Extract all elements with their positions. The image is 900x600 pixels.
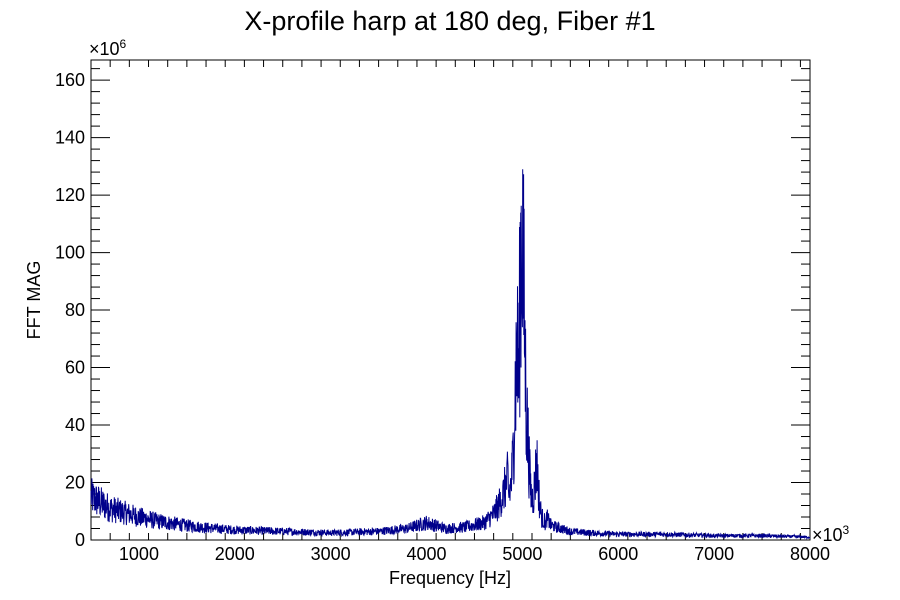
y-tick-label: 140 bbox=[55, 128, 85, 148]
x-tick-labels: 1000 2000 3000 4000 5000 6000 7000 8000 bbox=[119, 544, 830, 564]
x-tick-label: 8000 bbox=[790, 544, 830, 564]
series-layer bbox=[90, 169, 811, 541]
x-tick-label: 1000 bbox=[119, 544, 159, 564]
x-tick-label: 2000 bbox=[215, 544, 255, 564]
y-tick-label: 100 bbox=[55, 243, 85, 263]
series-line bbox=[90, 169, 811, 541]
x-tick-label: 4000 bbox=[407, 544, 447, 564]
x-axis-multiplier: ×103 bbox=[812, 523, 850, 545]
y-axis-multiplier: ×106 bbox=[89, 37, 127, 59]
plot-frame bbox=[90, 59, 811, 541]
y-tick-label: 80 bbox=[65, 300, 85, 320]
y-tick-label: 160 bbox=[55, 70, 85, 90]
y-tick-label: 60 bbox=[65, 358, 85, 378]
plot-border bbox=[90, 59, 811, 541]
y-tick-label: 40 bbox=[65, 415, 85, 435]
y-tick-label: 0 bbox=[75, 530, 85, 550]
y-axis-label: FFT MAG bbox=[24, 261, 44, 340]
y-tick-labels: 0 20 40 60 80 100 120 140 160 bbox=[55, 70, 85, 550]
x-tick-label: 5000 bbox=[502, 544, 542, 564]
x-tick-label: 6000 bbox=[598, 544, 638, 564]
x-axis-label: Frequency [Hz] bbox=[389, 568, 511, 588]
y-tick-label: 120 bbox=[55, 185, 85, 205]
x-tick-label: 3000 bbox=[311, 544, 351, 564]
y-tick-label: 20 bbox=[65, 473, 85, 493]
chart-title: X-profile harp at 180 deg, Fiber #1 bbox=[244, 6, 655, 36]
x-tick-label: 7000 bbox=[694, 544, 734, 564]
tick-marks bbox=[90, 60, 810, 541]
